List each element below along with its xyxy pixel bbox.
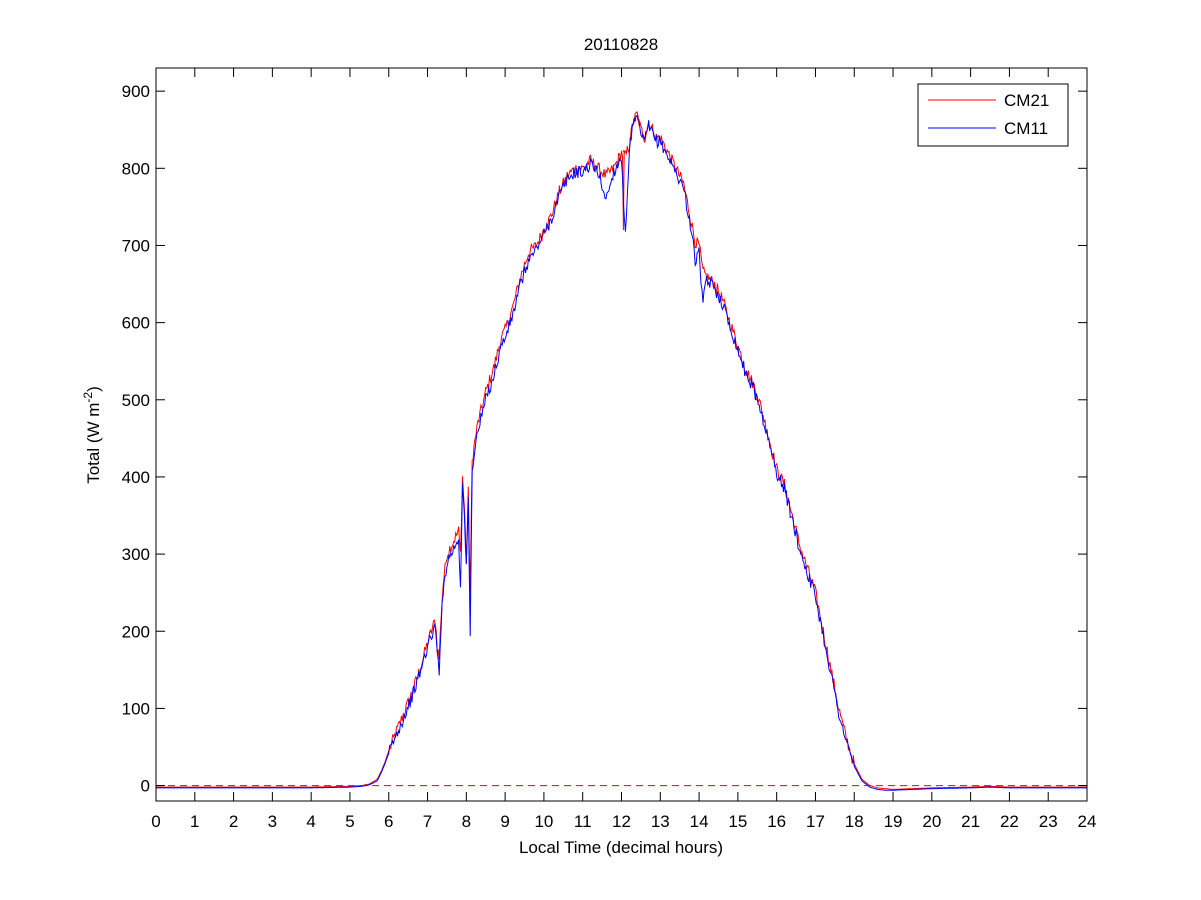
x-tick-label: 4	[306, 812, 315, 831]
x-tick-label: 10	[534, 812, 553, 831]
y-axis-label-prefix: Total (W m	[84, 403, 103, 484]
x-tick-label: 5	[345, 812, 354, 831]
x-tick-label: 2	[229, 812, 238, 831]
x-tick-label: 3	[268, 812, 277, 831]
y-axis-label-suffix: )	[84, 386, 103, 392]
legend-label-cm21: CM21	[1004, 91, 1049, 110]
y-axis-label: Total (W m-2)	[81, 386, 103, 484]
plot-area	[156, 110, 1087, 791]
x-tick-label: 0	[151, 812, 160, 831]
x-tick-label: 20	[922, 812, 941, 831]
x-tick-label: 19	[884, 812, 903, 831]
legend-box	[917, 83, 1069, 147]
x-tick-label: 13	[651, 812, 670, 831]
x-tick-label: 7	[423, 812, 432, 831]
x-tick-label: 24	[1078, 812, 1097, 831]
x-tick-label: 11	[574, 812, 592, 831]
x-tick-label: 8	[462, 812, 471, 831]
y-tick-label: 400	[122, 468, 150, 487]
series-line-cm21	[156, 110, 1087, 790]
x-tick-label: 14	[690, 812, 709, 831]
x-tick-label: 23	[1039, 812, 1058, 831]
y-axis-label-superscript: -2	[81, 392, 95, 403]
x-tick-label: 22	[1000, 812, 1019, 831]
x-tick-label: 17	[806, 812, 825, 831]
series-line-cm11	[156, 114, 1087, 791]
legend-label-cm11: CM11	[1004, 119, 1048, 138]
y-tick-label: 300	[122, 545, 150, 564]
x-tick-label: 6	[384, 812, 393, 831]
x-tick-label: 12	[612, 812, 631, 831]
x-tick-label: 16	[767, 812, 786, 831]
y-tick-label: 700	[122, 236, 150, 255]
y-tick-label: 0	[141, 777, 150, 796]
axes: 0 1 2 3 4 5 6 7 8 9 10 11 12 13 14 15 16 17 18 19 20 21 22 23 24…	[122, 67, 1097, 831]
x-tick-label: 15	[728, 812, 747, 831]
legend: CM21 CM11	[917, 83, 1069, 147]
y-tick-label: 900	[122, 82, 150, 101]
y-tick-label: 200	[122, 622, 150, 641]
y-tick-label: 100	[122, 699, 150, 718]
y-tick-label: 800	[122, 159, 150, 178]
y-tick-label: 600	[122, 314, 150, 333]
x-tick-label: 9	[500, 812, 509, 831]
x-axis-label: Local Time (decimal hours)	[519, 838, 723, 857]
x-tick-label: 18	[845, 812, 864, 831]
x-tick-label: 21	[961, 812, 980, 831]
y-tick-label: 500	[122, 391, 150, 410]
x-tick-label: 1	[190, 812, 199, 831]
chart-title: 20110828	[584, 35, 658, 54]
plot-series-group	[156, 110, 1087, 791]
